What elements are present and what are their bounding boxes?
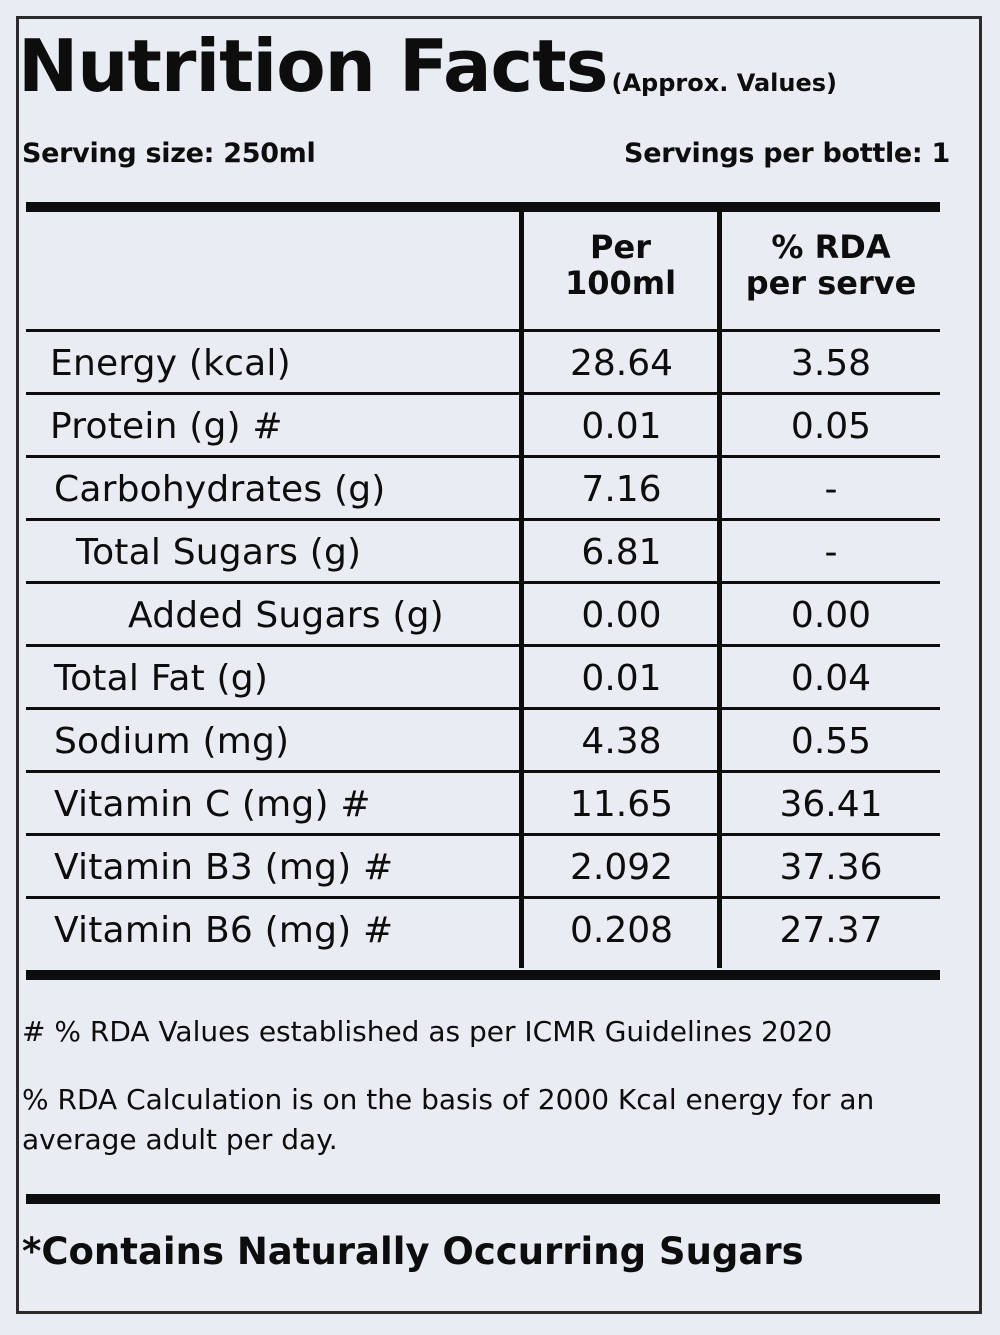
nutrient-name: Vitamin B6 (mg) #: [54, 910, 394, 951]
nutrient-rda-per-serve: 36.41: [779, 784, 883, 825]
page-title: Nutrition Facts: [18, 24, 609, 108]
table-row: Protein (g) # 0.01 0.05: [26, 395, 940, 458]
nutrient-rda-per-serve: 0.04: [790, 658, 872, 699]
table-header-row: Per 100ml % RDA per serve: [26, 204, 940, 332]
nutrient-name: Sodium (mg): [54, 721, 290, 762]
nutrient-per-100ml: 7.16: [581, 469, 662, 510]
footer-heavy-rule: [26, 1194, 940, 1204]
icmr-note: # % RDA Values established as per ICMR G…: [22, 1015, 833, 1048]
table-row: Energy (kcal) 28.64 3.58: [26, 332, 940, 395]
title-row: Nutrition Facts (Approx. Values): [18, 30, 837, 102]
table-row: Added Sugars (g) 0.00 0.00: [26, 584, 940, 647]
header-rda-label: % RDA: [771, 228, 891, 266]
nutrient-per-100ml: 0.01: [581, 406, 662, 447]
header-rda-per-serve: % RDA per serve: [722, 229, 940, 301]
table-row: Total Sugars (g) 6.81 -: [26, 521, 940, 584]
nutrient-rda-per-serve: 0.05: [790, 406, 872, 447]
table-row: Carbohydrates (g) 7.16 -: [26, 458, 940, 521]
table-row: Vitamin C (mg) # 11.65 36.41: [26, 773, 940, 836]
nutrient-name: Total Sugars (g): [76, 532, 362, 573]
nutrition-table: Per 100ml % RDA per serve Energy (kcal) 2…: [26, 194, 940, 968]
nutrient-name: Added Sugars (g): [128, 595, 444, 636]
nutrient-rda-per-serve: 27.37: [779, 910, 883, 951]
nutrient-rda-per-serve: -: [824, 469, 838, 510]
nutrient-per-100ml: 0.00: [581, 595, 662, 636]
servings-per-bottle: Servings per bottle: 1: [624, 138, 950, 169]
header-per-label: Per: [590, 228, 651, 266]
nutrient-name: Energy (kcal): [50, 343, 291, 384]
table-row: Total Fat (g) 0.01 0.04: [26, 647, 940, 710]
nutrient-rda-per-serve: 0.00: [790, 595, 872, 636]
nutrient-name: Protein (g) #: [50, 406, 283, 447]
header-per-100ml: Per 100ml: [524, 229, 717, 301]
bottom-heavy-rule: [26, 970, 940, 980]
nutrient-rda-per-serve: -: [824, 532, 838, 573]
nutrition-label-panel: [16, 16, 982, 1314]
nutrient-name: Vitamin B3 (mg) #: [54, 847, 394, 888]
nutrient-rda-per-serve: 0.55: [790, 721, 872, 762]
nutrient-per-100ml: 2.092: [569, 847, 674, 888]
nutrient-per-100ml: 4.38: [581, 721, 662, 762]
nutrient-per-100ml: 0.208: [569, 910, 674, 951]
nutrient-rda-per-serve: 37.36: [779, 847, 883, 888]
table-row: Vitamin B6 (mg) # 0.208 27.37: [26, 899, 940, 962]
rda-calculation-note: % RDA Calculation is on the basis of 200…: [22, 1083, 875, 1156]
column-divider-2: [717, 204, 722, 968]
table-row: Vitamin B3 (mg) # 2.092 37.36: [26, 836, 940, 899]
column-divider-1: [519, 204, 524, 968]
nutrient-per-100ml: 28.64: [569, 343, 674, 384]
header-per-serve-label: per serve: [745, 264, 917, 302]
nutrient-name: Vitamin C (mg) #: [54, 784, 371, 825]
nutrient-per-100ml: 11.65: [569, 784, 674, 825]
header-100ml-label: 100ml: [564, 264, 677, 302]
nutrient-rda-per-serve: 3.58: [790, 343, 872, 384]
nutrient-name: Total Fat (g): [54, 658, 269, 699]
nutrient-name: Carbohydrates (g): [54, 469, 386, 510]
naturally-occurring-sugars-note: *Contains Naturally Occurring Sugars: [22, 1230, 804, 1273]
nutrient-per-100ml: 0.01: [581, 658, 662, 699]
approx-values-note: (Approx. Values): [611, 69, 837, 97]
top-heavy-rule: [26, 202, 940, 212]
table-row: Sodium (mg) 4.38 0.55: [26, 710, 940, 773]
nutrient-per-100ml: 6.81: [581, 532, 662, 573]
serving-size: Serving size: 250ml: [22, 138, 316, 169]
